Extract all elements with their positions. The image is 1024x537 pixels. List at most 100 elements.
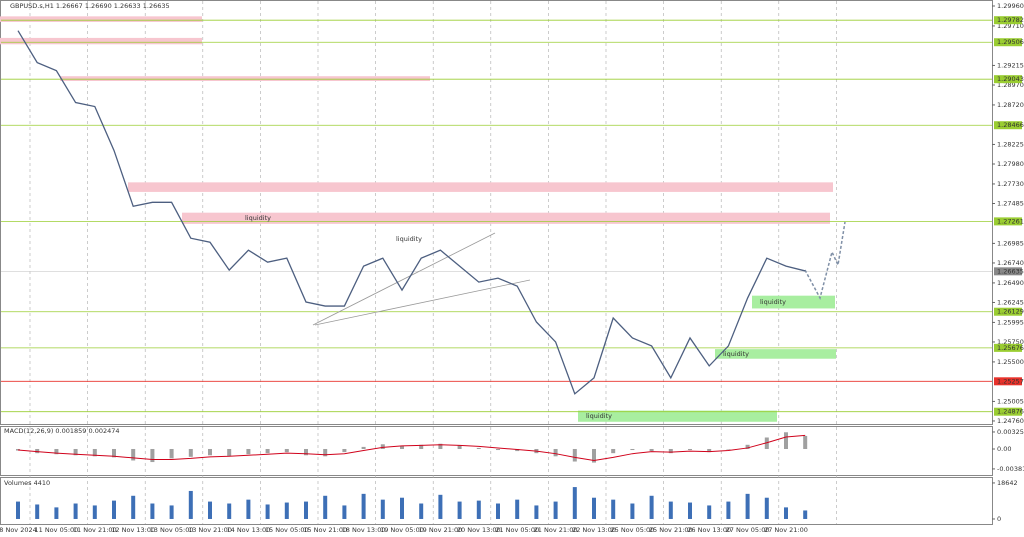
zone bbox=[578, 410, 777, 422]
y-tick-label: 1.26245 bbox=[997, 298, 1024, 306]
level-label: 1.27261 bbox=[997, 217, 1024, 225]
bar bbox=[784, 507, 788, 519]
bar bbox=[361, 446, 366, 449]
bar bbox=[35, 504, 40, 519]
price-panel bbox=[0, 0, 993, 425]
bar bbox=[476, 447, 481, 449]
level-tag bbox=[994, 16, 1022, 25]
x-tick-label: 13 Nov 21:00 bbox=[188, 526, 232, 534]
bar bbox=[476, 500, 481, 519]
bar bbox=[707, 505, 712, 519]
macd-title: MACD(12,26,9) 0.001859 0.002474 bbox=[4, 427, 120, 435]
bar bbox=[726, 501, 731, 519]
annotation: liquidity bbox=[245, 214, 271, 222]
bar bbox=[342, 505, 347, 519]
level-tag bbox=[994, 75, 1022, 84]
bar bbox=[419, 444, 424, 449]
y-tick-label: 1.25005 bbox=[997, 397, 1024, 405]
y-tick-label: 1.24760 bbox=[997, 417, 1024, 425]
bar bbox=[35, 448, 40, 454]
chart-title: GBPUSD.s,H1 1.26667 1.26690 1.26633 1.26… bbox=[10, 2, 170, 10]
y-tick-label: 0 bbox=[997, 515, 1001, 523]
channel-line bbox=[314, 279, 531, 326]
signal-line bbox=[17, 434, 806, 461]
bar bbox=[688, 502, 692, 519]
y-tick-label: -0.003813 bbox=[997, 465, 1024, 473]
y-tick-label: 1.29215 bbox=[997, 61, 1024, 69]
bar bbox=[323, 448, 328, 457]
bar bbox=[150, 448, 155, 463]
y-tick-label: 1.29960 bbox=[997, 2, 1024, 10]
bar bbox=[707, 448, 712, 453]
bar bbox=[630, 448, 635, 451]
level-label: 1.29782 bbox=[997, 16, 1024, 24]
bar bbox=[630, 503, 635, 519]
zone bbox=[752, 295, 835, 309]
level-label: 1.29043 bbox=[997, 75, 1024, 83]
zone bbox=[0, 37, 202, 45]
bar bbox=[515, 448, 520, 452]
bar bbox=[803, 435, 808, 449]
x-tick-label: 8 Nov 2024 bbox=[0, 526, 37, 534]
current-price-label: 1.26635 bbox=[997, 267, 1024, 275]
x-tick-label: 26 Nov 13:00 bbox=[687, 526, 731, 534]
level-tag bbox=[994, 121, 1022, 130]
x-tick-label: 11 Nov 05:00 bbox=[34, 526, 78, 534]
bar bbox=[265, 448, 270, 454]
bar bbox=[265, 504, 270, 519]
y-tick-label: 0.003257 bbox=[997, 428, 1024, 436]
bar bbox=[112, 448, 116, 458]
bar bbox=[169, 448, 174, 459]
bar bbox=[246, 448, 251, 455]
bar bbox=[380, 499, 385, 519]
bar bbox=[764, 497, 769, 519]
level-label: 1.24876 bbox=[997, 408, 1024, 416]
zone-label: liquidity bbox=[760, 298, 786, 306]
level-tag bbox=[994, 407, 1022, 416]
x-tick-label: 21 Nov 05:00 bbox=[495, 526, 539, 534]
bar bbox=[342, 448, 347, 453]
x-tick-label: 15 Nov 05:00 bbox=[265, 526, 309, 534]
annotation: liquidity bbox=[396, 235, 422, 243]
bar bbox=[323, 495, 328, 519]
bar bbox=[592, 497, 596, 519]
level-tag bbox=[994, 343, 1022, 352]
x-tick-label: 21 Nov 21:00 bbox=[534, 526, 578, 534]
x-tick-label: 27 Nov 05:00 bbox=[726, 526, 770, 534]
bar bbox=[304, 501, 308, 519]
bar bbox=[188, 490, 193, 519]
bar bbox=[16, 501, 20, 519]
bar bbox=[361, 493, 366, 519]
bar bbox=[92, 448, 97, 457]
y-tick-label: 1.27730 bbox=[997, 180, 1024, 188]
bar bbox=[208, 448, 212, 456]
bar bbox=[150, 503, 155, 519]
x-tick-label: 19 Nov 05:00 bbox=[380, 526, 424, 534]
level-label: 1.25676 bbox=[997, 344, 1024, 352]
bar bbox=[649, 495, 654, 519]
y-tick-label: 1.25995 bbox=[997, 318, 1024, 326]
bar bbox=[400, 445, 404, 449]
x-tick-label: 22 Nov 13:00 bbox=[572, 526, 616, 534]
bar bbox=[534, 505, 539, 519]
bar bbox=[688, 448, 692, 451]
x-tick-label: 15 Nov 21:00 bbox=[303, 526, 347, 534]
volume-panel bbox=[0, 477, 993, 525]
y-tick-label: 1.27485 bbox=[997, 200, 1024, 208]
macd-panel bbox=[0, 426, 993, 476]
bar bbox=[284, 502, 289, 519]
y-tick-label: 18642 bbox=[997, 479, 1018, 487]
zone bbox=[60, 76, 430, 82]
bar bbox=[380, 444, 385, 449]
bar bbox=[92, 505, 97, 519]
bar bbox=[745, 493, 750, 519]
x-tick-label: 12 Nov 13:00 bbox=[111, 526, 155, 534]
bar bbox=[227, 503, 232, 519]
bar bbox=[496, 448, 500, 451]
plot bbox=[0, 1, 992, 524]
level-label: 1.25257 bbox=[997, 377, 1024, 385]
bar bbox=[73, 503, 78, 519]
zone bbox=[128, 182, 833, 192]
level-tag bbox=[994, 377, 1022, 386]
